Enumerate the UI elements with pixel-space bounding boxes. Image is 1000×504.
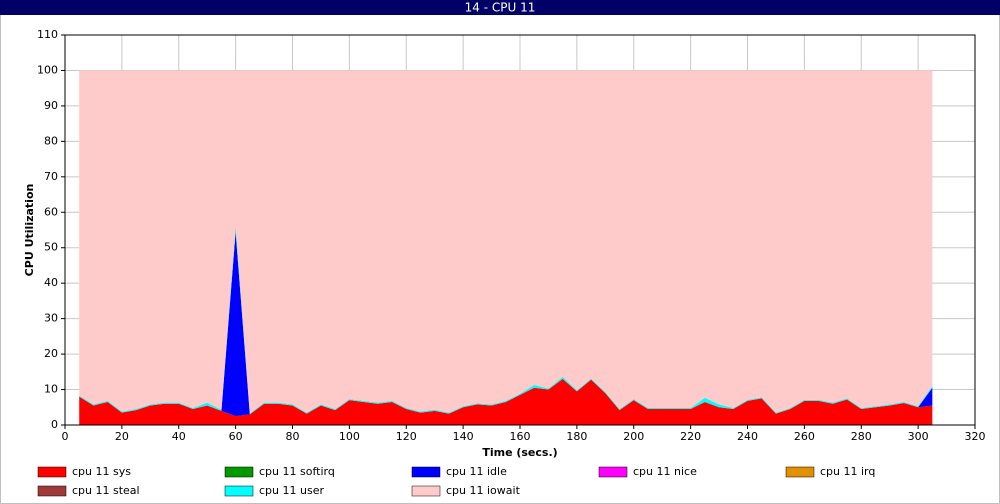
x-tick-label: 240 <box>737 430 758 443</box>
x-tick-label: 20 <box>115 430 129 443</box>
x-tick-label: 200 <box>623 430 644 443</box>
axes: 0 10 20 30 40 50 60 70 80 90 100 110 0 20 40 60 80 100 120… <box>37 28 986 443</box>
x-tick-label: 160 <box>510 430 531 443</box>
x-tick-label: 0 <box>62 430 69 443</box>
area <box>79 70 933 414</box>
area <box>79 378 933 425</box>
x-tick-label: 180 <box>566 430 587 443</box>
x-tick-label: 140 <box>453 430 474 443</box>
legend-swatch <box>37 466 67 478</box>
x-axis-label: Time (secs.) <box>482 446 557 459</box>
x-tick-label: 40 <box>172 430 186 443</box>
y-tick-label: 80 <box>44 134 58 147</box>
legend-swatch <box>598 466 628 478</box>
areas <box>79 70 933 425</box>
y-tick-label: 70 <box>44 170 58 183</box>
y-axis-label: CPU Utilization <box>23 184 36 277</box>
legend-label: cpu 11 softirq <box>259 465 335 478</box>
legend-swatch <box>224 485 254 497</box>
plot-area <box>64 34 976 426</box>
legend-swatch <box>411 485 441 497</box>
y-tick-label: 10 <box>44 383 58 396</box>
y-tick-label: 30 <box>44 312 58 325</box>
y-tick-label: 90 <box>44 99 58 112</box>
y-tick-label: 100 <box>37 63 58 76</box>
legend-label: cpu 11 idle <box>446 465 507 478</box>
x-tick-label: 260 <box>794 430 815 443</box>
y-tick-label: 40 <box>44 276 58 289</box>
x-tick-label: 100 <box>339 430 360 443</box>
legend-swatch <box>411 466 441 478</box>
y-tick-label: 20 <box>44 347 58 360</box>
legend-swatch <box>37 485 67 497</box>
x-tick-label: 80 <box>286 430 300 443</box>
legend-label: cpu 11 user <box>259 484 324 497</box>
legend-swatch <box>224 466 254 478</box>
chart-title: 14 - CPU 11 <box>465 1 536 15</box>
legend-label: cpu 11 nice <box>633 465 697 478</box>
legend-label: cpu 11 steal <box>72 484 140 497</box>
legend-label: cpu 11 sys <box>72 465 131 478</box>
y-tick-label: 50 <box>44 241 58 254</box>
legend-label: cpu 11 iowait <box>446 484 521 497</box>
y-tick-label: 60 <box>44 205 58 218</box>
x-tick-label: 280 <box>851 430 872 443</box>
x-tick-label: 320 <box>965 430 986 443</box>
x-tick-label: 120 <box>396 430 417 443</box>
legend-label: cpu 11 irq <box>820 465 875 478</box>
title-bar <box>0 0 1000 15</box>
x-tick-label: 220 <box>680 430 701 443</box>
x-tick-label: 300 <box>908 430 929 443</box>
legend-swatch <box>785 466 815 478</box>
y-tick-label: 0 <box>51 418 58 431</box>
y-tick-label: 110 <box>37 28 58 41</box>
x-tick-label: 60 <box>229 430 243 443</box>
